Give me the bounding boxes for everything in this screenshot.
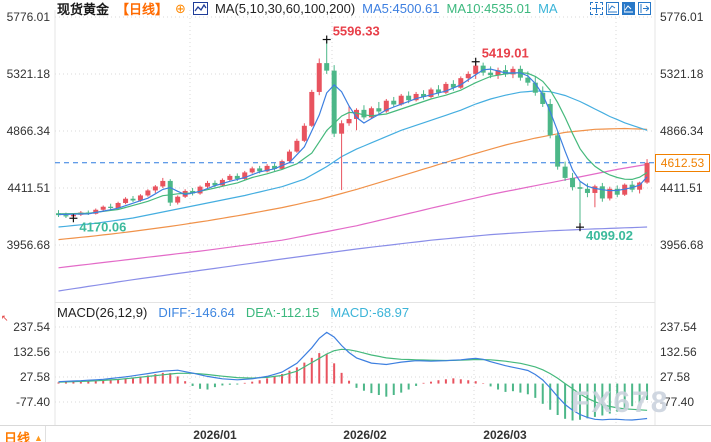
fx678-watermark: FX678 [571, 386, 670, 419]
current-price-tag: 4612.53 [655, 154, 710, 172]
macd-y-label: 27.58 [660, 370, 691, 384]
chart-toolbar [590, 2, 651, 15]
crosshair-tool-icon[interactable] [590, 2, 603, 15]
time-axis-bar: 日线 ▲ 2026/01 2026/02 2026/03 [0, 425, 711, 442]
month-label: 2026/01 [193, 428, 237, 442]
macd-header: MACD(26,12,9) DIFF:-146.64 DEA:-112.15 M… [57, 305, 409, 320]
macd-y-label: 27.58 [19, 370, 50, 384]
price-annotation: 5596.33 [333, 24, 380, 39]
main-y-label: 5776.01 [6, 10, 50, 24]
main-y-label: 4411.51 [7, 181, 51, 195]
ma-settings-label: MA(5,10,30,60,100,200) [214, 0, 356, 16]
macd-y-label: 237.54 [13, 320, 50, 334]
macd-y-label: -77.40 [660, 395, 695, 409]
period-label: 日线 [4, 431, 31, 442]
ma10-value-label: MA10:4535.01 [446, 0, 532, 16]
price-annotation: 5419.01 [482, 46, 529, 61]
chevron-up-icon: ▲ [34, 432, 43, 442]
add-indicator-icon[interactable]: ⊕ [175, 0, 186, 16]
main-y-label: 4411.51 [660, 181, 703, 195]
exit-chart-icon[interactable] [638, 2, 651, 15]
main-y-label: 5321.18 [660, 67, 704, 81]
indicator-chart-icon[interactable] [192, 1, 208, 15]
main-y-label: 4866.34 [6, 124, 50, 138]
period-tag: 【日线】 [116, 1, 169, 17]
macd-y-label: 132.56 [13, 345, 50, 359]
macd-y-label: 237.54 [660, 320, 697, 334]
chart-header: 现货黄金 【日线】 ⊕ MA(5,10,30,60,100,200) MA5:4… [57, 0, 558, 17]
price-annotation: 4170.06 [79, 219, 126, 234]
macd-value-label: MACD:-68.97 [330, 305, 410, 320]
price-annotation: 4099.02 [586, 228, 633, 243]
macd-collapse-icon[interactable]: ↖ [1, 313, 9, 323]
month-label: 2026/02 [343, 428, 387, 442]
zoom-tool-icon[interactable] [622, 2, 635, 15]
dea-value-label: DEA:-112.15 [245, 305, 320, 320]
macd-y-label: -77.40 [15, 395, 50, 409]
month-label: 2026/03 [483, 428, 527, 442]
macd-y-label: 132.56 [660, 345, 697, 359]
macd-settings-label: MACD(26,12,9) [57, 305, 148, 320]
ma30-value-label: MA [538, 0, 558, 16]
main-y-label: 5776.01 [660, 10, 704, 24]
diff-value-label: DIFF:-146.64 [158, 305, 235, 320]
main-y-label: 4866.34 [660, 124, 704, 138]
main-y-label: 3956.68 [660, 238, 704, 252]
period-selector[interactable]: 日线 ▲ [4, 428, 43, 442]
divider [45, 426, 46, 442]
symbol-name: 现货黄金 [57, 1, 110, 17]
scale-tool-icon[interactable] [606, 2, 619, 15]
main-y-label: 3956.68 [6, 238, 50, 252]
main-y-label: 5321.18 [6, 67, 50, 81]
ma5-value-label: MA5:4500.61 [362, 0, 440, 16]
